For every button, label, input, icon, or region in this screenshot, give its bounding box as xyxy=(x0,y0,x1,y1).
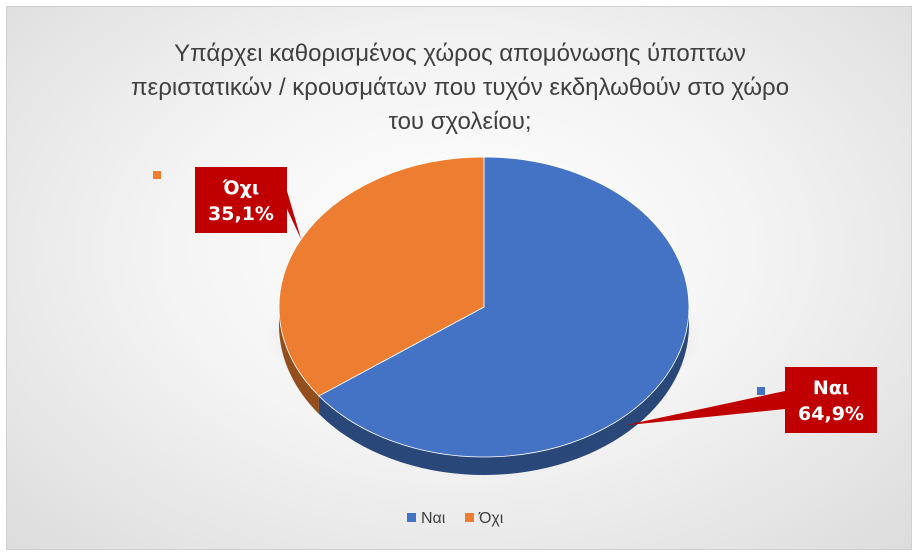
data-label-value: 35,1% xyxy=(208,203,274,225)
legend-item-οχι: Όχι xyxy=(465,510,504,527)
legend-label: Ναι xyxy=(421,510,446,527)
legend-swatch xyxy=(407,513,416,522)
data-label-value: 64,9% xyxy=(798,403,864,425)
pie-side-οχι xyxy=(279,307,319,414)
chart-title-line-1: Υπάρχει καθορισμένος χώρος απομόνωσης ύπ… xyxy=(174,40,746,67)
callout-layer: Ναι 64,9% Όχι 35,1% xyxy=(153,167,877,433)
data-label-pointer xyxy=(287,191,302,240)
data-label-key-οχι xyxy=(153,171,161,179)
data-label-οχι: Όχι 35,1% xyxy=(195,167,302,240)
chart-title: Υπάρχει καθορισμένος χώρος απομόνωσης ύπ… xyxy=(131,40,789,135)
data-label-box xyxy=(195,167,287,233)
legend-label: Όχι xyxy=(478,510,504,527)
data-label-ναι: Ναι 64,9% xyxy=(624,367,877,433)
data-label-category: Όχι xyxy=(222,177,260,199)
pie-slice-ναι xyxy=(318,156,690,458)
legend-item-ναι: Ναι xyxy=(407,510,446,527)
chart-title-line-3: του σχολείου; xyxy=(388,108,531,135)
data-label-pointer xyxy=(624,391,785,426)
data-label-category: Ναι xyxy=(813,377,849,399)
legend-swatch xyxy=(465,513,474,522)
chart-frame: Υπάρχει καθορισμένος χώρος απομόνωσης ύπ… xyxy=(6,6,912,550)
pie-chart: Υπάρχει καθορισμένος χώρος απομόνωσης ύπ… xyxy=(131,40,877,527)
data-label-key-ναι xyxy=(757,387,765,395)
pie-slice-οχι xyxy=(278,156,485,397)
pie-layer xyxy=(265,156,703,475)
pie-side-ναι xyxy=(318,307,689,475)
legend: Ναι Όχι xyxy=(407,510,504,527)
data-label-box xyxy=(785,367,877,433)
chart-title-line-2: περιστατικών / κρουσμάτων που τυχόν εκδη… xyxy=(131,74,789,101)
